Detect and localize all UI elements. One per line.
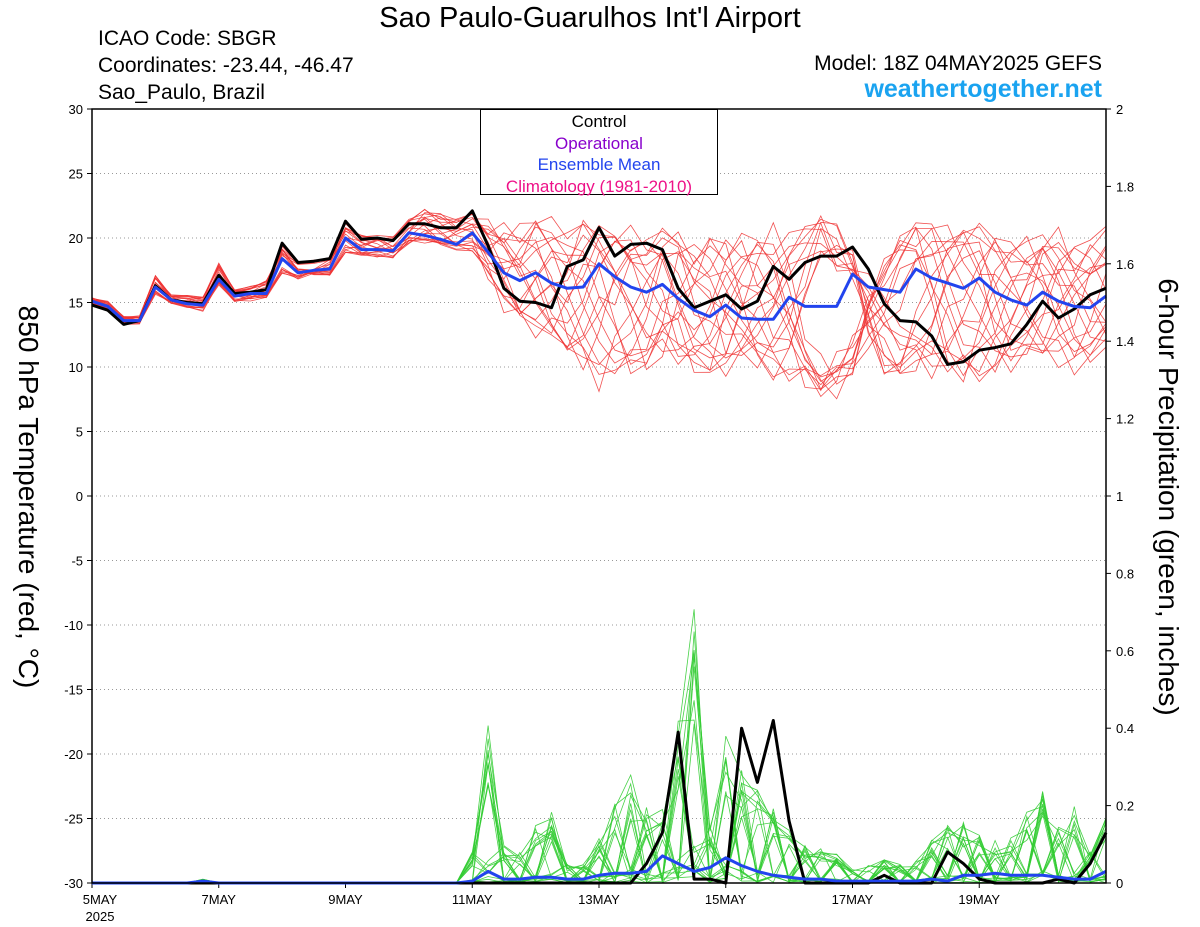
y-tick-label: 25 (69, 167, 83, 182)
y2-tick-label: 0 (1116, 876, 1123, 891)
y-tick-label: 30 (69, 102, 83, 117)
legend: Control Operational Ensemble Mean Climat… (480, 109, 718, 196)
temperature-member-line (91, 221, 1107, 385)
y2-tick-label: 1.2 (1116, 412, 1134, 427)
y-tick-label: 5 (76, 425, 83, 440)
y2-tick-label: 0.4 (1116, 721, 1134, 736)
location: Sao_Paulo, Brazil (98, 81, 265, 104)
coordinates: Coordinates: -23.44, -46.47 (98, 54, 354, 77)
x-tick-label: 19MAY (958, 892, 1000, 907)
precipitation-member-line (92, 759, 1107, 884)
y-tick-label: 15 (69, 296, 83, 311)
y-axis-label-precipitation: 6-hour Precipitation (green, inches) (1153, 278, 1184, 716)
y-tick-label: 0 (76, 489, 83, 504)
x-tick-label: 13MAY (578, 892, 620, 907)
x-tick-label: 11MAY (452, 892, 493, 907)
y-tick-label: -25 (64, 812, 83, 827)
temperature-member-line (91, 227, 1107, 400)
x-year-label: 2025 (86, 909, 115, 924)
y-tick-label: 10 (69, 360, 83, 375)
legend-ensemble-mean: Ensemble Mean (537, 155, 661, 174)
y2-tick-label: 2 (1116, 102, 1123, 117)
y-axis-label-temperature: 850 hPa Temperature (red, °C) (13, 305, 44, 689)
temperature-member-line (91, 218, 1107, 380)
y-tick-label: -30 (64, 876, 83, 891)
y2-tick-label: 1.4 (1116, 334, 1134, 349)
x-tick-label: 5MAY (83, 892, 118, 907)
y2-tick-label: 1.8 (1116, 179, 1134, 194)
x-tick-label: 17MAY (832, 892, 874, 907)
temperature-member-line (91, 220, 1107, 373)
chart-title: Sao Paulo-Guarulhos Int'l Airport (379, 2, 801, 34)
legend-operational: Operational (555, 133, 643, 153)
y-tick-label: -15 (64, 683, 83, 698)
temperature-member-line (91, 223, 1107, 386)
y-tick-label: 20 (69, 231, 83, 246)
x-tick-label: 7MAY (202, 892, 237, 907)
temperature-member-line (91, 209, 1107, 377)
website-link[interactable]: weathertogether.net (864, 75, 1102, 103)
ensemble-mean-temperature-line (91, 231, 1107, 323)
temperature-member-line (91, 221, 1107, 393)
legend-climatology: Climatology (1981-2010) (505, 176, 693, 196)
y2-tick-label: 0.8 (1116, 566, 1134, 581)
icao-code: ICAO Code: SBGR (98, 27, 277, 50)
y2-tick-label: 0.6 (1116, 644, 1134, 659)
legend-control: Control (571, 112, 627, 131)
x-tick-label: 9MAY (328, 892, 363, 907)
precipitation-member-line (92, 756, 1107, 884)
y2-tick-label: 1 (1116, 489, 1123, 504)
y-tick-label: -20 (64, 747, 83, 762)
y2-tick-label: 1.6 (1116, 257, 1134, 272)
y-tick-label: -10 (64, 618, 83, 633)
y-tick-label: -5 (71, 554, 83, 569)
y2-tick-label: 0.2 (1116, 799, 1134, 814)
x-tick-label: 15MAY (705, 892, 747, 907)
model-run: Model: 18Z 04MAY2025 GEFS (814, 52, 1102, 75)
control-temperature-line (91, 209, 1107, 366)
